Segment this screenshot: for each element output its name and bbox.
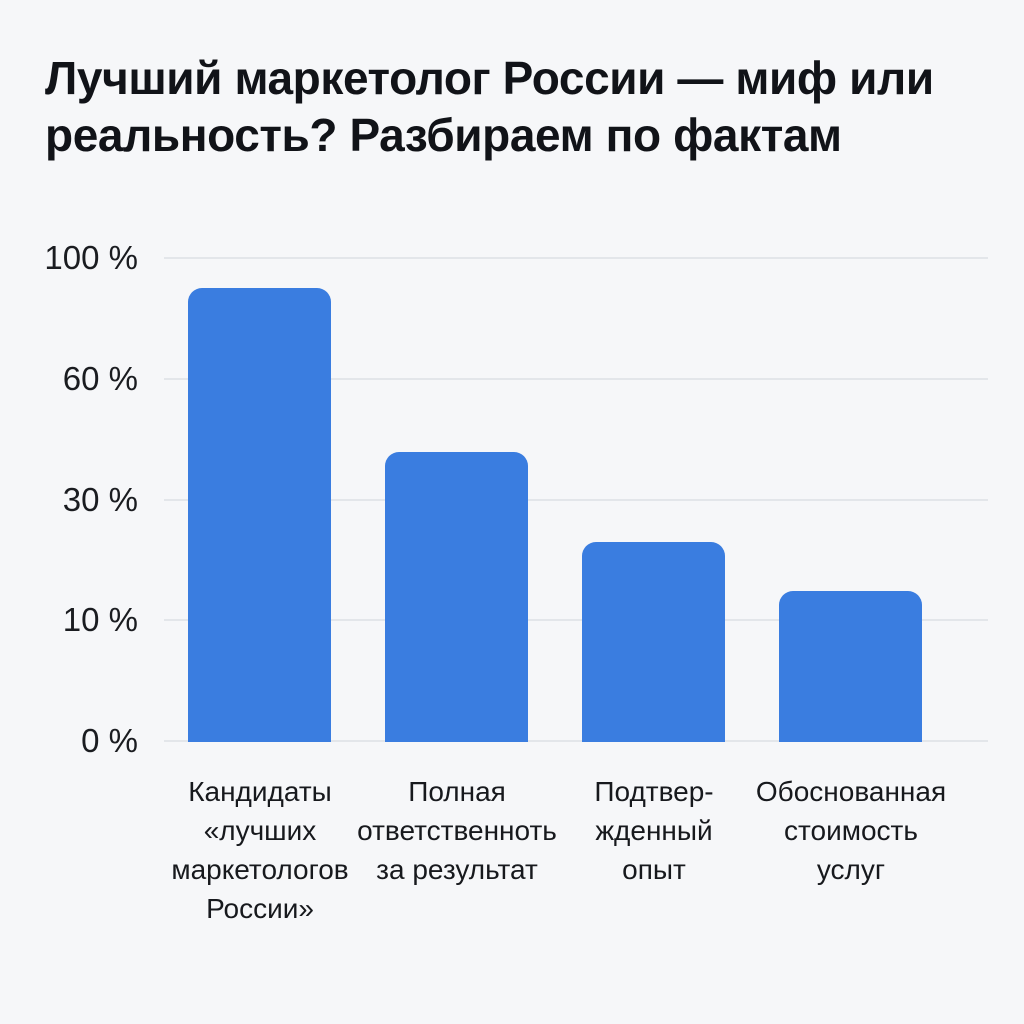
- y-tick-label-30: 30 %: [62, 481, 138, 518]
- bar-responsibility: [385, 451, 528, 742]
- bar-candidates: [188, 288, 331, 742]
- gridline-100: [164, 257, 988, 259]
- y-tick-label-0: 0 %: [81, 722, 138, 759]
- gridline-10: [164, 619, 988, 621]
- y-tick-label-60: 60 %: [62, 360, 138, 397]
- x-label-candidates: Кандидаты «лучших маркетологов России»: [171, 776, 349, 924]
- x-label-experience: Подтвер- жденный опыт: [594, 776, 714, 885]
- bar-price: [779, 590, 922, 742]
- x-label-responsibility: Полная ответственноть за результат: [357, 776, 557, 885]
- x-label-price: Обоснованная стоимость услуг: [755, 776, 947, 885]
- y-tick-label-100: 100 %: [44, 239, 138, 276]
- bar-experience: [582, 542, 725, 742]
- gridline-0: [164, 740, 988, 742]
- gridline-30: [164, 499, 988, 501]
- chart-title: Лучший маркетолог России — миф или реаль…: [45, 52, 934, 161]
- y-tick-label-10: 10 %: [62, 601, 138, 638]
- gridline-60: [164, 378, 988, 380]
